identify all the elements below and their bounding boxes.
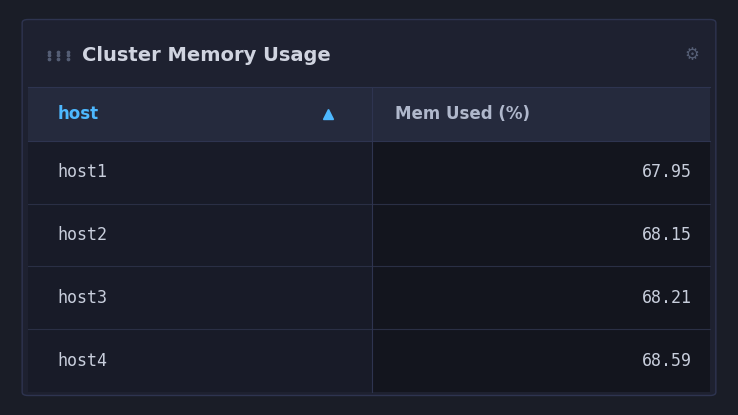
- Bar: [373, 204, 710, 266]
- Text: 68.15: 68.15: [641, 226, 692, 244]
- Text: 68.59: 68.59: [641, 352, 692, 370]
- Text: Mem Used (%): Mem Used (%): [395, 105, 530, 123]
- Text: host4: host4: [58, 352, 108, 370]
- Text: host: host: [58, 105, 99, 123]
- Text: ⚙: ⚙: [684, 46, 699, 64]
- Bar: [28, 330, 373, 392]
- Bar: [373, 330, 710, 392]
- Text: host2: host2: [58, 226, 108, 244]
- Bar: [28, 204, 373, 266]
- Bar: [373, 266, 710, 330]
- Text: host1: host1: [58, 163, 108, 181]
- Text: 67.95: 67.95: [641, 163, 692, 181]
- Text: host3: host3: [58, 289, 108, 307]
- Text: Cluster Memory Usage: Cluster Memory Usage: [82, 46, 331, 65]
- Bar: [373, 141, 710, 204]
- Bar: [28, 141, 373, 204]
- Bar: [28, 88, 710, 141]
- Text: 68.21: 68.21: [641, 289, 692, 307]
- FancyBboxPatch shape: [22, 20, 716, 395]
- Bar: [28, 266, 373, 330]
